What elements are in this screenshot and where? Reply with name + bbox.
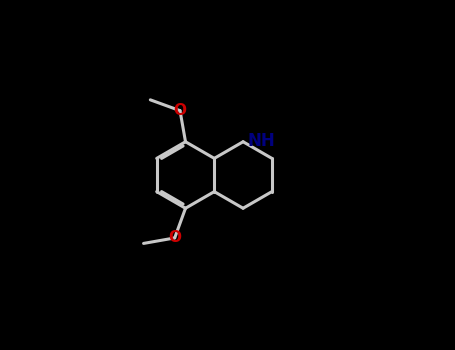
Text: NH: NH (247, 132, 275, 150)
Text: O: O (168, 230, 181, 245)
Text: O: O (173, 103, 187, 118)
